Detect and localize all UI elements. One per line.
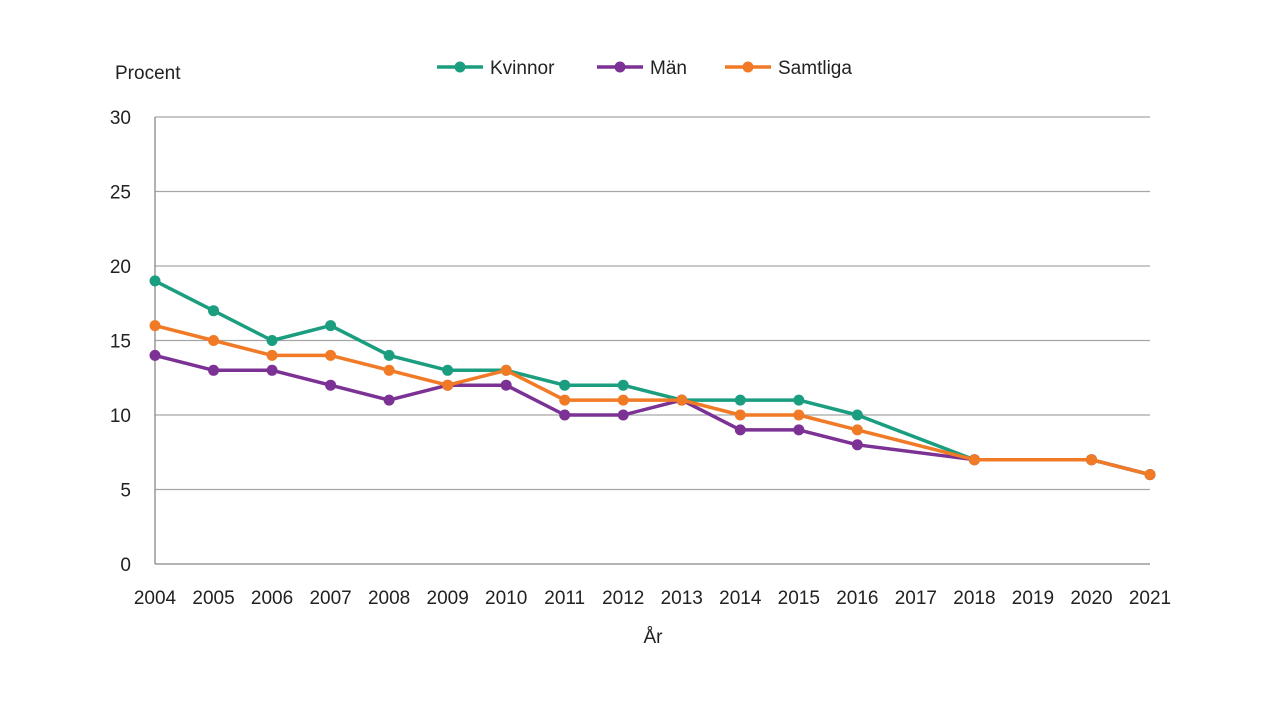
legend-marker <box>454 61 466 73</box>
data-point <box>851 424 863 436</box>
data-point <box>149 275 161 287</box>
gridlines <box>154 116 1150 565</box>
data-point <box>442 364 454 376</box>
data-point <box>559 394 571 406</box>
data-point <box>1085 454 1097 466</box>
y-tick-label: 20 <box>110 257 131 278</box>
data-point <box>325 320 337 332</box>
data-point <box>851 409 863 421</box>
data-point <box>851 439 863 451</box>
legend-marker <box>742 61 754 73</box>
data-point <box>500 364 512 376</box>
data-point <box>734 409 746 421</box>
x-tick-label: 2015 <box>778 588 820 609</box>
x-axis-label: År <box>644 627 664 648</box>
data-point <box>442 379 454 391</box>
x-tick-label: 2013 <box>661 588 703 609</box>
data-point <box>208 364 220 376</box>
y-tick-label: 15 <box>110 332 131 353</box>
data-point <box>559 379 571 391</box>
x-tick-label: 2008 <box>368 588 410 609</box>
x-tick-label: 2006 <box>251 588 293 609</box>
data-point <box>559 409 571 421</box>
x-tick-label: 2009 <box>427 588 469 609</box>
y-tick-label: 30 <box>110 108 131 129</box>
data-point <box>734 424 746 436</box>
x-tick-label: 2012 <box>602 588 644 609</box>
legend-label: Kvinnor <box>490 58 555 79</box>
series-line <box>154 323 1151 477</box>
data-point <box>793 394 805 406</box>
legend-marker <box>614 61 626 73</box>
x-tick-label: 2014 <box>719 588 762 609</box>
data-point <box>1144 469 1156 481</box>
data-point <box>208 335 220 346</box>
data-point <box>266 364 278 376</box>
data-point <box>617 394 629 406</box>
data-point <box>734 394 746 406</box>
x-tick-label: 2016 <box>836 588 878 609</box>
series-line <box>154 279 1151 477</box>
x-axis-ticks: 2004 2005 2006 2007 2008 2009 2010 2011 2012 2013… <box>134 588 1171 609</box>
series-line <box>154 353 1151 477</box>
x-tick-label: 2007 <box>309 588 351 609</box>
data-point <box>149 320 161 332</box>
data-point <box>617 379 629 391</box>
data-point <box>383 349 395 361</box>
y-tick-label: 5 <box>120 481 131 502</box>
data-point <box>325 379 337 391</box>
data-point <box>793 409 805 421</box>
legend-item-män: Män <box>597 58 687 79</box>
legend-item-samtliga: Samtliga <box>725 58 852 79</box>
data-point <box>793 424 805 436</box>
x-tick-label: 2011 <box>544 588 585 609</box>
data-point <box>500 379 512 391</box>
y-tick-label: 0 <box>120 555 131 576</box>
data-point <box>383 364 395 376</box>
legend-label: Samtliga <box>778 58 852 79</box>
data-point <box>266 335 278 346</box>
y-axis-label: Procent <box>115 63 181 84</box>
x-tick-label: 2019 <box>1012 588 1054 609</box>
y-tick-label: 25 <box>110 183 131 204</box>
y-tick-label: 10 <box>110 406 131 427</box>
data-point <box>149 349 161 361</box>
legend-item-kvinnor: Kvinnor <box>437 58 555 79</box>
series-group <box>149 275 1156 481</box>
x-tick-label: 2020 <box>1070 588 1112 609</box>
data-point <box>968 454 980 466</box>
x-tick-label: 2005 <box>192 588 234 609</box>
y-axis-ticks: 0 5 10 15 20 25 30 <box>110 108 131 576</box>
data-point <box>266 349 278 361</box>
x-tick-label: 2010 <box>485 588 527 609</box>
x-tick-label: 2018 <box>953 588 995 609</box>
data-point <box>208 305 220 317</box>
x-tick-label: 2017 <box>895 588 937 609</box>
legend-label: Män <box>650 58 687 79</box>
x-tick-label: 2021 <box>1129 588 1171 609</box>
legend: Kvinnor Män Samtliga <box>437 58 852 79</box>
data-point <box>325 349 337 361</box>
data-point <box>617 409 629 421</box>
x-tick-label: 2004 <box>134 588 177 609</box>
data-point <box>676 394 688 406</box>
series-samtliga <box>149 320 1156 481</box>
data-point <box>383 394 395 406</box>
